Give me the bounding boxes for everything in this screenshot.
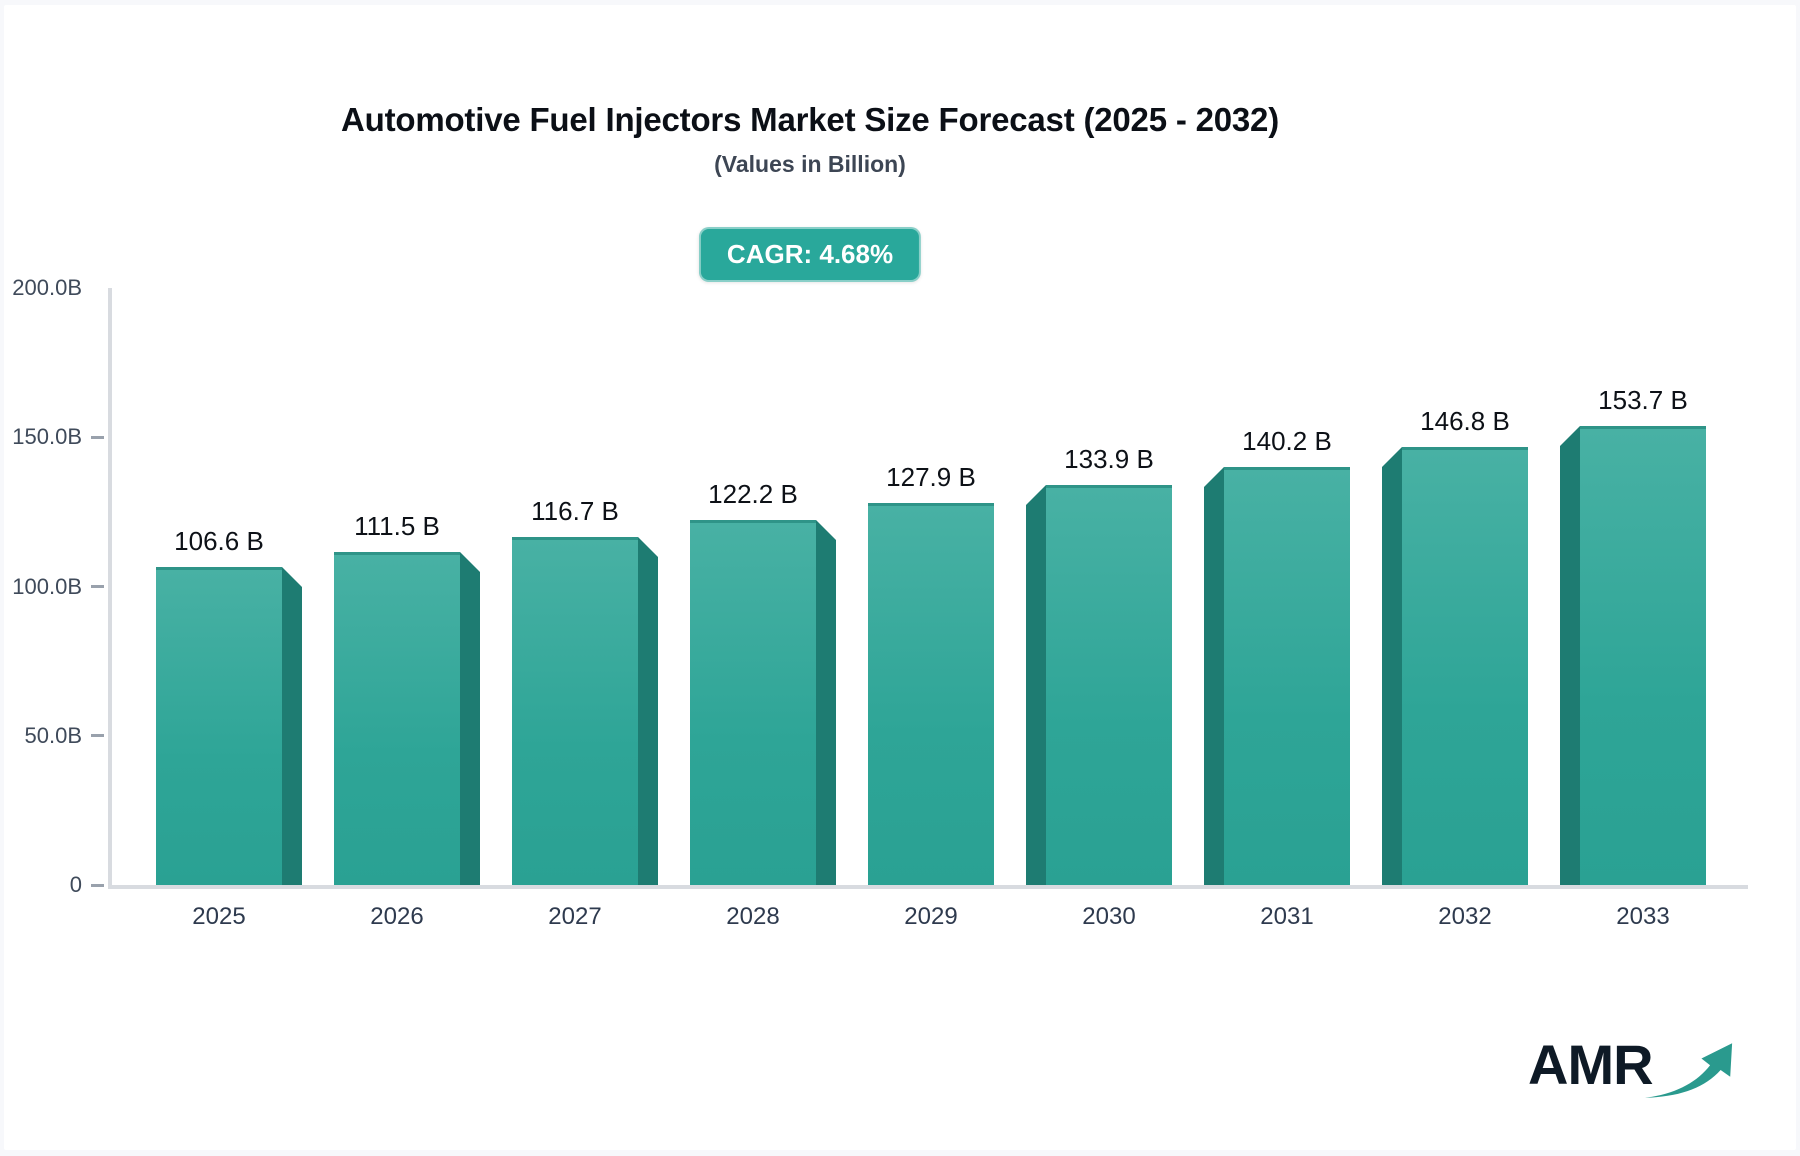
y-axis-tick: 100.0B xyxy=(12,574,104,600)
bar-3d-side xyxy=(282,567,302,885)
y-axis-tick-mark xyxy=(91,435,104,439)
bar-value-label: 111.5 B xyxy=(354,511,440,541)
bar-3d-side xyxy=(1026,485,1046,885)
bar xyxy=(1224,467,1350,885)
x-axis-label: 2028 xyxy=(726,903,780,930)
bar-value-label: 122.2 B xyxy=(708,479,798,509)
bar-3d-side xyxy=(816,520,836,885)
y-axis-line xyxy=(108,288,112,887)
plot-area: 0 50.0B 100.0B 150.0B 200.0B 106.6 B 2025 111.… xyxy=(12,275,1748,930)
y-axis-tick: 0 xyxy=(70,872,104,898)
y-axis-tick-mark xyxy=(91,883,104,887)
chart-subtitle: (Values in Billion) xyxy=(714,151,906,177)
bar-slot: 106.6 B 2025 xyxy=(130,288,308,930)
bar-slot: 127.9 B 2029 xyxy=(842,288,1020,930)
bar-3d-side xyxy=(1204,467,1224,885)
bar-3d-side xyxy=(460,552,480,885)
x-axis-label: 2027 xyxy=(548,903,602,930)
amr-logo-arrow-icon xyxy=(1644,1043,1732,1098)
bar-3d-side xyxy=(1382,447,1402,885)
bar-value-label: 146.8 B xyxy=(1420,406,1510,436)
bar-value-label: 116.7 B xyxy=(531,496,619,526)
x-axis-line xyxy=(108,885,1748,889)
bar xyxy=(1046,485,1172,885)
bar xyxy=(690,520,816,885)
bar-value-label: 127.9 B xyxy=(886,462,976,492)
y-axis-label: 150.0B xyxy=(12,424,82,450)
bar-slot: 146.8 B 2032 xyxy=(1376,288,1554,930)
y-axis-tick: 200.0B xyxy=(12,275,104,301)
chart-title: Automotive Fuel Injectors Market Size Fo… xyxy=(341,101,1279,138)
bar-slot: 140.2 B 2031 xyxy=(1198,288,1376,930)
y-axis-label: 100.0B xyxy=(12,573,82,599)
bar xyxy=(334,552,460,885)
bar-3d-side xyxy=(638,537,658,885)
amr-logo: AMR xyxy=(1528,1037,1735,1103)
bar xyxy=(156,567,282,885)
x-axis-label: 2033 xyxy=(1616,903,1670,930)
x-axis-label: 2025 xyxy=(192,903,246,930)
bar xyxy=(1580,426,1706,885)
bar-slot: 116.7 B 2027 xyxy=(486,288,664,930)
y-axis-tick: 150.0B xyxy=(12,424,104,450)
x-axis-label: 2026 xyxy=(370,903,424,930)
bar-value-label: 106.6 B xyxy=(174,526,264,556)
bar xyxy=(868,503,994,885)
bar xyxy=(512,537,638,885)
x-axis-label: 2029 xyxy=(904,903,958,930)
bar xyxy=(1402,447,1528,885)
y-axis-tick-mark xyxy=(91,734,104,738)
bar-value-label: 140.2 B xyxy=(1242,426,1332,456)
bar-3d-side xyxy=(1560,426,1580,885)
bar-slot: 111.5 B 2026 xyxy=(308,288,486,930)
chart-card: Automotive Fuel Injectors Market Size Fo… xyxy=(4,5,1796,1150)
cagr-badge: CAGR: 4.68% xyxy=(698,227,922,282)
y-axis-tick: 50.0B xyxy=(24,722,104,749)
bar-slot: 153.7 B 2033 xyxy=(1554,288,1732,930)
bar-value-label: 153.7 B xyxy=(1598,385,1688,415)
y-axis-tick-mark xyxy=(91,585,104,588)
x-axis-label: 2031 xyxy=(1260,903,1314,930)
y-axis-label: 0 xyxy=(69,872,82,897)
amr-logo-text: AMR xyxy=(1528,1033,1654,1096)
x-axis-label: 2032 xyxy=(1438,903,1492,930)
bar-value-label: 133.9 B xyxy=(1064,444,1154,474)
bar-slot: 133.9 B 2030 xyxy=(1020,288,1198,930)
y-axis-label: 50.0B xyxy=(24,722,83,748)
bar-slot: 122.2 B 2028 xyxy=(664,288,842,930)
x-axis-label: 2030 xyxy=(1082,903,1136,930)
y-axis-label: 200.0B xyxy=(12,275,82,300)
